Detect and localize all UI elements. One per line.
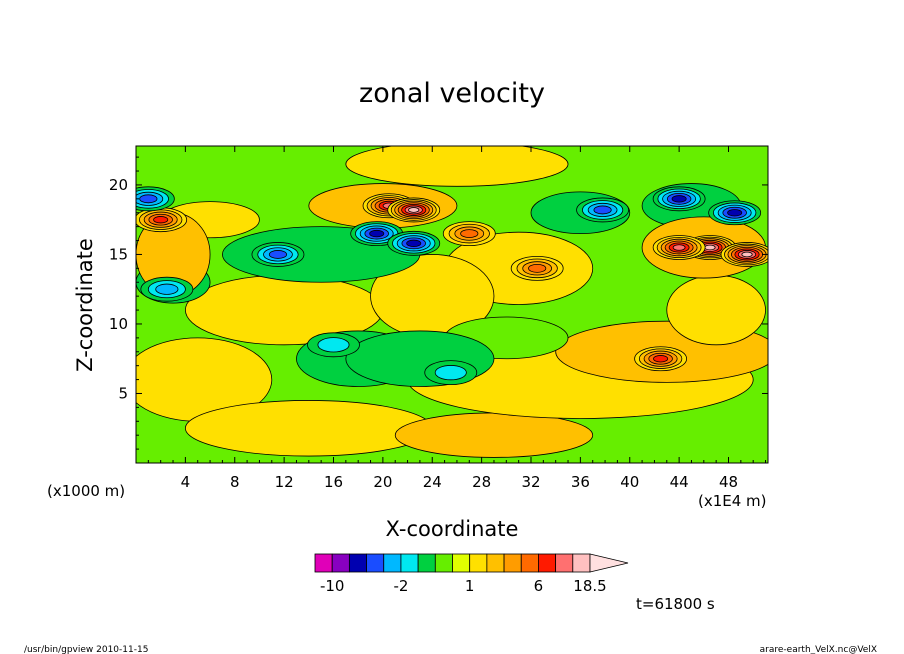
- velocity-minimum: [727, 209, 743, 217]
- x-tick-label: 16: [324, 473, 343, 491]
- velocity-maximum: [153, 216, 169, 224]
- x-tick-label: 12: [275, 473, 294, 491]
- colorbar-tick-label: 1: [465, 577, 475, 595]
- field-region: [394, 412, 594, 458]
- velocity-minimum: [671, 195, 687, 203]
- velocity-maximum: [528, 263, 547, 273]
- velocity-maximum: [460, 229, 479, 238]
- field-region: [184, 400, 433, 457]
- velocity-maximum: [672, 244, 686, 251]
- colorbar-swatch: [400, 553, 419, 573]
- x-axis-label: X-coordinate: [386, 517, 519, 541]
- velocity-minimum: [317, 337, 350, 353]
- velocity-minimum: [406, 239, 422, 247]
- chart-title: zonal velocity: [359, 78, 545, 109]
- velocity-minimum: [155, 283, 179, 295]
- colorbar-swatch: [538, 553, 557, 573]
- colorbar-swatch: [503, 553, 522, 573]
- x-tick-label: 4: [181, 473, 191, 491]
- velocity-minimum: [593, 205, 612, 215]
- colorbar-swatch: [348, 553, 367, 573]
- velocity-maximum: [408, 207, 420, 213]
- x-tick-label: 40: [620, 473, 639, 491]
- time-label: t=61800 s: [636, 595, 715, 613]
- y-axis: 5 10 15 20: [109, 156, 768, 450]
- velocity-field: [136, 146, 768, 458]
- y-tick-label: 5: [118, 384, 128, 402]
- velocity-maximum: [704, 244, 716, 251]
- colorbar-swatch: [417, 553, 436, 573]
- x-tick-label: 24: [423, 473, 442, 491]
- y-tick-label: 15: [109, 245, 128, 263]
- colorbar-tick-label: -10: [320, 577, 345, 595]
- velocity-maximum: [653, 355, 669, 363]
- velocity-maximum: [741, 251, 753, 258]
- velocity-minimum: [268, 250, 288, 259]
- colorbar-swatch: [434, 553, 453, 573]
- footer-right: arare-earth_VelX.nc@VelX: [760, 645, 877, 654]
- footer-left: /usr/bin/gpview 2010-11-15: [24, 645, 148, 654]
- y-tick-label: 20: [109, 176, 128, 194]
- x-tick-label: 32: [521, 473, 540, 491]
- plot-frame: [135, 145, 769, 464]
- y-scale-label: (x1000 m): [47, 482, 125, 500]
- colorbar-swatch: [331, 553, 350, 573]
- colorbar-tick-label: 6: [534, 577, 544, 595]
- colorbar-tick-label: 18.5: [573, 577, 606, 595]
- field-region: [666, 274, 766, 346]
- x-scale-label: (x1E4 m): [698, 492, 767, 510]
- colorbar-swatch: [486, 553, 505, 573]
- colorbar-swatch: [452, 553, 471, 573]
- velocity-minimum: [434, 365, 467, 381]
- x-tick-label: 28: [472, 473, 491, 491]
- plot-area: [136, 146, 768, 463]
- colorbar-extend-arrow: [589, 553, 629, 573]
- x-tick-label: 44: [670, 473, 689, 491]
- colorbar-swatch: [572, 553, 591, 573]
- colorbar-labels: -10 -2 1 6 18.5: [320, 577, 607, 595]
- colorbar-swatch: [469, 553, 488, 573]
- colorbar-swatch: [314, 553, 333, 573]
- y-axis-label: Z-coordinate: [73, 238, 97, 372]
- x-tick-label: 20: [373, 473, 392, 491]
- colorbar: [314, 553, 629, 573]
- field-region: [345, 146, 569, 187]
- colorbar-swatch: [366, 553, 385, 573]
- colorbar-swatch: [555, 553, 574, 573]
- y-tick-label: 10: [109, 315, 128, 333]
- x-tick-label: 8: [230, 473, 240, 491]
- colorbar-swatch: [383, 553, 402, 573]
- x-tick-label: 48: [719, 473, 738, 491]
- colorbar-tick-label: -2: [393, 577, 408, 595]
- x-tick-label: 36: [571, 473, 590, 491]
- velocity-minimum: [139, 194, 158, 204]
- x-axis: 4 8 12 16 20 24 28 32 36 40 44 48: [147, 146, 767, 491]
- colorbar-swatch: [520, 553, 539, 573]
- velocity-minimum: [369, 229, 385, 238]
